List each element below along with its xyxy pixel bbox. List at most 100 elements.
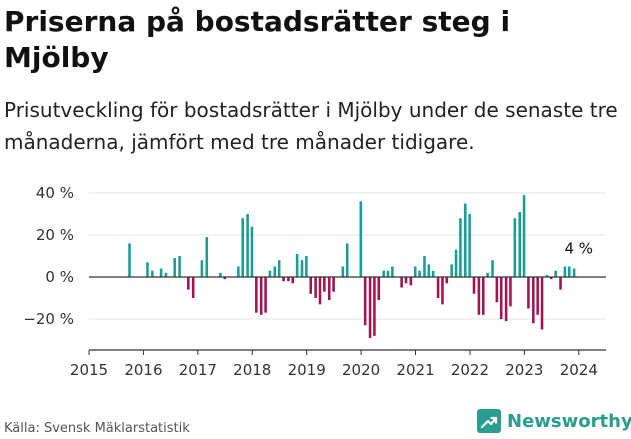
bar (559, 277, 562, 290)
bar (400, 277, 403, 288)
bar (219, 272, 222, 277)
bar (341, 266, 345, 277)
bar (264, 277, 267, 313)
bar (273, 266, 277, 277)
bar (572, 268, 576, 277)
bar (345, 243, 349, 277)
bar (554, 270, 557, 277)
bar (532, 277, 535, 324)
bar (386, 270, 390, 277)
x-tick-label: 2015 (70, 361, 108, 379)
bar (277, 260, 281, 277)
bar (468, 214, 471, 277)
bar (377, 277, 381, 301)
bar (504, 277, 508, 322)
x-tick-label: 2020 (342, 361, 380, 379)
bar (327, 277, 331, 301)
axes (88, 276, 606, 355)
bar (550, 277, 553, 280)
bar (499, 277, 503, 319)
bar (423, 256, 426, 277)
bar (431, 270, 435, 277)
bar (187, 277, 190, 290)
bar (522, 195, 526, 277)
bar (368, 277, 372, 338)
bar (454, 249, 458, 277)
bar (237, 266, 240, 277)
bar (200, 260, 204, 277)
bar (191, 277, 195, 298)
bar (527, 277, 530, 309)
bar (427, 264, 431, 277)
bar (491, 260, 494, 277)
bar (495, 277, 499, 303)
newsworthy-logo-icon (477, 409, 501, 433)
bar (513, 218, 517, 277)
bar (223, 277, 227, 280)
y-tick-label: 20 % (36, 226, 74, 244)
bar (332, 277, 335, 292)
bar (472, 277, 476, 294)
bar (151, 270, 154, 277)
bar (464, 203, 467, 277)
bar (486, 272, 489, 277)
brand-logo[interactable]: Newsworthy (477, 409, 631, 433)
bar (300, 260, 304, 277)
y-tick-label: 0 % (45, 268, 74, 286)
bar (441, 277, 444, 305)
bar (305, 256, 308, 277)
bar (404, 277, 408, 284)
x-tick-label: 2024 (560, 361, 598, 379)
bar (481, 277, 485, 315)
bar (536, 277, 539, 315)
bar (418, 270, 421, 277)
bar (146, 262, 149, 277)
bar (250, 226, 254, 277)
bar (205, 237, 209, 277)
x-tick-label: 2023 (505, 361, 543, 379)
labels: 40 % 20 % 0 % −20 % 2015 2016 2017 2018 2019 2020… (23, 184, 598, 379)
bar (540, 277, 544, 330)
bar (518, 211, 521, 277)
bar (173, 258, 176, 277)
x-tick-label: 2019 (288, 361, 326, 379)
bar (268, 270, 272, 277)
chart-title: Priserna på bostadsrätter steg i Mjölby (4, 5, 511, 74)
bar (164, 272, 168, 277)
x-tick-label: 2022 (451, 361, 489, 379)
x-tick-label: 2016 (124, 361, 162, 379)
bar (259, 277, 263, 315)
bar (241, 218, 244, 277)
bar (359, 201, 363, 277)
bars (128, 195, 576, 338)
bar (409, 277, 413, 286)
bar (477, 277, 481, 315)
source-note: Källa: Svensk Mäklarstatistik (4, 421, 190, 436)
chart-subtitle: Prisutveckling för bostadsrätter i Mjölb… (4, 98, 618, 154)
bar (159, 268, 163, 277)
x-tick-label: 2018 (233, 361, 271, 379)
bar (567, 266, 571, 277)
brand-name: Newsworthy (507, 410, 631, 432)
x-tick-label: 2017 (179, 361, 217, 379)
bar (436, 277, 440, 298)
bar (295, 253, 299, 277)
bar (246, 214, 249, 277)
bar (445, 277, 449, 284)
bar (178, 256, 181, 277)
bar (309, 277, 313, 294)
data-label: 4 % (565, 240, 594, 258)
bar (291, 277, 295, 284)
bar (363, 277, 367, 326)
bar (459, 218, 462, 277)
bar (287, 277, 290, 282)
bar (318, 277, 322, 305)
x-tick-label: 2021 (396, 361, 434, 379)
y-tick-label: 40 % (36, 184, 74, 202)
bar (545, 274, 549, 277)
bar (128, 243, 131, 277)
bar (282, 277, 285, 282)
bar (323, 277, 326, 292)
bar (314, 277, 317, 298)
